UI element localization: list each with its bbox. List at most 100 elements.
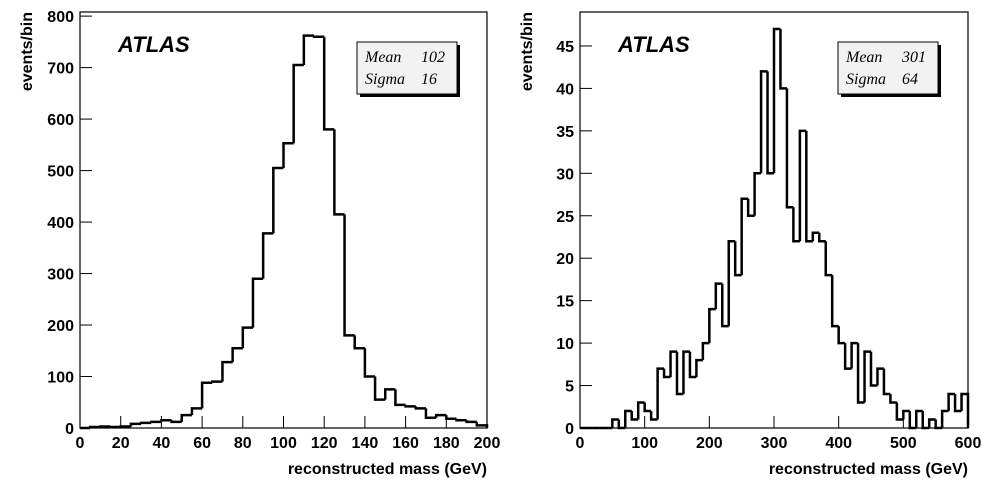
- histogram-bin: [109, 425, 121, 429]
- histogram-bin: [404, 404, 416, 408]
- stats-value: 16: [421, 71, 437, 88]
- x-tick-label: 0: [576, 435, 585, 452]
- histogram-bin: [921, 411, 930, 430]
- x-tick-label: 20: [112, 435, 130, 452]
- histogram-bin: [139, 421, 152, 425]
- histogram-bin: [414, 406, 426, 410]
- histogram-bin: [721, 283, 729, 328]
- histogram-bin: [312, 35, 325, 38]
- histogram-bin: [902, 409, 910, 420]
- histogram-bin: [688, 351, 697, 379]
- histogram-bin: [908, 411, 917, 430]
- histogram-bin: [292, 63, 304, 144]
- histogram-bin: [88, 425, 101, 429]
- histogram-bin: [740, 197, 749, 276]
- y-tick-label: 30: [556, 166, 574, 183]
- y-tick-label: 15: [556, 294, 574, 311]
- histogram-bin: [424, 408, 437, 419]
- histogram-bin: [272, 166, 284, 234]
- histogram-bin: [643, 402, 652, 413]
- x-tick-label: 600: [955, 435, 982, 452]
- histogram-bin: [353, 335, 365, 350]
- histogram-bin: [940, 409, 949, 428]
- histogram-bin: [129, 422, 142, 427]
- histogram-bin: [727, 239, 736, 327]
- histogram-bin: [241, 326, 253, 349]
- x-tick-label: 100: [270, 435, 297, 452]
- histogram-bin: [798, 129, 807, 242]
- histogram-bin: [611, 418, 619, 428]
- histogram-bin: [733, 241, 742, 277]
- stats-value: 301: [901, 49, 926, 66]
- histogram-bin: [714, 282, 723, 310]
- histogram-bin: [445, 415, 457, 420]
- y-tick-label: 5: [565, 379, 574, 396]
- histogram-bin: [850, 341, 859, 369]
- x-tick-label: 160: [392, 435, 419, 452]
- stats-value: 102: [421, 49, 445, 66]
- stats-label: Sigma: [365, 71, 405, 88]
- y-tick-label: 500: [47, 164, 74, 181]
- y-tick-label: 35: [556, 124, 574, 141]
- histogram-bin: [333, 129, 345, 216]
- y-tick-label: 40: [556, 81, 574, 98]
- histogram-bin: [649, 411, 658, 421]
- y-tick-label: 45: [556, 39, 574, 56]
- histogram-bin: [889, 394, 897, 404]
- histogram-bin: [669, 350, 677, 378]
- y-tick-label: 800: [47, 9, 74, 26]
- histogram-bin: [282, 142, 294, 168]
- y-tick-label: 600: [47, 112, 74, 129]
- y-tick-label: 20: [556, 251, 574, 268]
- y-tick-label: 200: [47, 318, 74, 335]
- stats-label: Sigma: [846, 71, 886, 88]
- histogram-bin: [869, 351, 878, 387]
- histogram-bin: [190, 407, 203, 416]
- histogram-bin: [475, 421, 489, 428]
- y-tick-label: 25: [556, 209, 574, 226]
- x-axis-label: reconstructed mass (GeV): [288, 461, 487, 478]
- histogram-bin: [934, 419, 943, 430]
- histogram-bin: [322, 36, 335, 131]
- histogram-bin: [149, 420, 162, 424]
- histogram-bin: [960, 392, 970, 428]
- histogram-bin: [779, 28, 787, 90]
- histogram-bin: [302, 34, 315, 66]
- y-axis-label: events/bin: [19, 12, 36, 91]
- y-tick-label: 400: [47, 215, 74, 232]
- histogram-bin: [624, 409, 632, 428]
- histogram-bin: [824, 241, 833, 277]
- y-tick-label: 300: [47, 267, 74, 284]
- x-tick-label: 100: [631, 435, 658, 452]
- histogram-bin: [876, 367, 884, 386]
- histogram-bin: [363, 348, 376, 378]
- histogram-bin: [811, 231, 820, 242]
- stats-label: Mean: [364, 49, 401, 66]
- x-tick-label: 80: [234, 435, 252, 452]
- histogram-bin: [662, 368, 671, 379]
- histogram-bin: [99, 425, 111, 428]
- histogram-bin: [630, 411, 639, 421]
- histogram-bin: [863, 350, 871, 403]
- y-tick-label: 100: [47, 370, 74, 387]
- histogram-bin: [953, 394, 962, 413]
- x-tick-label: 200: [696, 435, 723, 452]
- x-tick-label: 140: [352, 435, 379, 452]
- histogram-bin: [772, 27, 781, 174]
- histogram-bin: [434, 413, 447, 418]
- y-tick-label: 10: [556, 336, 574, 353]
- histogram-bin: [805, 130, 813, 243]
- histogram-bin: [160, 419, 172, 422]
- x-tick-label: 40: [153, 435, 171, 452]
- histogram-bin: [915, 409, 923, 428]
- histogram-bin: [211, 380, 223, 383]
- histogram-bin: [856, 343, 865, 404]
- x-tick-label: 200: [474, 435, 501, 452]
- histogram-bin: [882, 368, 891, 396]
- histogram-bin: [343, 214, 355, 337]
- histogram-bin: [895, 402, 904, 421]
- histogram-bin: [180, 413, 192, 422]
- histogram-bin: [170, 420, 182, 424]
- histogram-bin: [843, 343, 852, 370]
